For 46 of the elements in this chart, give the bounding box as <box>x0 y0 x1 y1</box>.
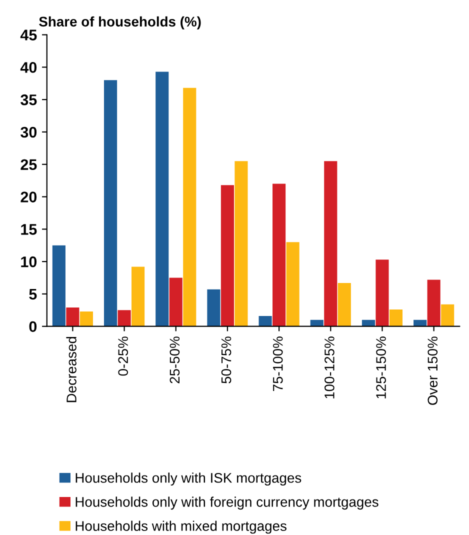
y-tick-label: 10 <box>21 256 37 268</box>
x-tick-label: Over 150% <box>428 336 438 405</box>
x-tick-label: 125-150% <box>376 336 386 398</box>
x-tick-label: 75-100% <box>272 336 283 391</box>
bar <box>234 161 248 326</box>
bar <box>220 185 234 326</box>
bar <box>104 80 118 326</box>
bar <box>362 320 376 326</box>
bar <box>389 310 403 326</box>
y-tick-label: 40 <box>20 62 37 73</box>
y-axis-title: Share of households (%) <box>39 16 201 30</box>
bar <box>118 310 131 326</box>
y-tick-label: 15 <box>21 224 37 235</box>
x-tick-label: Decreased <box>66 336 76 402</box>
bar <box>156 72 169 326</box>
y-tick-label: 25 <box>20 159 37 170</box>
bar <box>310 320 324 326</box>
y-tick-label: 45 <box>20 30 37 40</box>
bar <box>183 88 196 326</box>
bar <box>80 311 93 326</box>
y-tick-label: 0 <box>29 321 37 332</box>
bar <box>132 266 145 326</box>
legend-label: Households only with foreign currency mortgages <box>76 496 378 510</box>
y-tick-label: 30 <box>20 126 37 138</box>
y-tick-label: 35 <box>20 94 37 106</box>
bar <box>441 304 454 326</box>
x-tick-label: 0-25% <box>118 336 128 376</box>
bar <box>169 278 182 326</box>
bar <box>427 280 440 326</box>
bar <box>258 316 272 326</box>
bar <box>338 282 351 326</box>
bar <box>66 308 80 326</box>
y-tick-label: 5 <box>29 288 37 300</box>
bar <box>207 289 220 326</box>
y-tick-label: 20 <box>20 192 37 202</box>
x-tick-label: 50-75% <box>221 336 232 384</box>
legend-label: Households with mixed mortgages <box>76 520 286 534</box>
bar <box>376 260 389 326</box>
bar <box>286 242 300 326</box>
bar <box>272 184 286 326</box>
bar <box>414 320 427 326</box>
x-tick-label: 25-50% <box>170 336 180 384</box>
legend-label: Households only with ISK mortgages <box>76 472 302 486</box>
bar <box>324 161 338 326</box>
x-tick-label: 100-125% <box>324 336 334 398</box>
bar <box>52 245 66 326</box>
